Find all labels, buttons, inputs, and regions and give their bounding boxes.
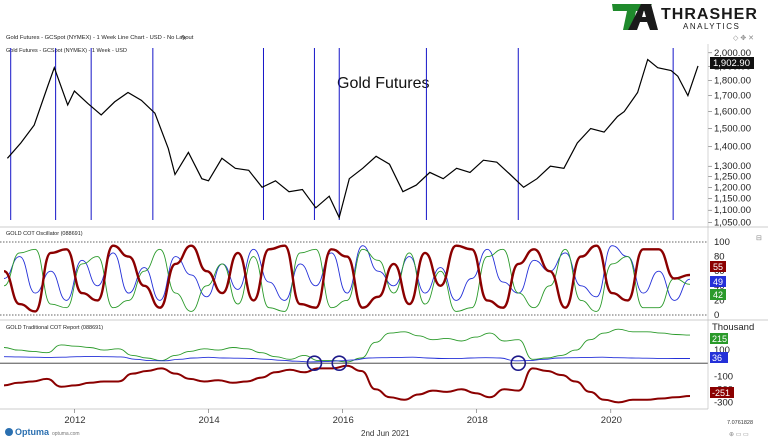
last-price-label: 1,902.90 bbox=[713, 58, 750, 69]
price-tick-label: 1,500.00 bbox=[714, 124, 751, 135]
price-tick-label: 1,600.00 bbox=[714, 107, 751, 118]
footer: Optuma optuma.com 2nd Jun 2021 7.0761828… bbox=[5, 420, 753, 438]
panel-expand-icon[interactable]: ⊟ bbox=[756, 235, 762, 242]
price-tick-label: 1,150.00 bbox=[714, 194, 751, 205]
footer-icons[interactable]: ⊕ ▭ ▭ bbox=[729, 432, 749, 438]
cot-last-label-large: 215 bbox=[712, 334, 727, 344]
osc-last-label-commercials: 55 bbox=[713, 262, 723, 272]
logo-mark-a bbox=[628, 4, 658, 30]
provider-sub: optuma.com bbox=[52, 431, 80, 437]
osc-series-large bbox=[3, 248, 691, 312]
osc-tick-label: 0 bbox=[714, 310, 719, 321]
price-legend: Gold Futures - GCSpot (NYMEX) - 1 Week -… bbox=[6, 48, 127, 54]
edit-icon[interactable]: ✎ bbox=[181, 35, 187, 42]
price-chart-title: Gold Futures bbox=[337, 75, 429, 92]
price-series-line bbox=[6, 58, 699, 220]
cot-tick-label: -100 bbox=[714, 371, 733, 382]
osc-tick-label: 20 bbox=[714, 295, 725, 306]
cot-series-large bbox=[3, 328, 691, 363]
chart-header-title: Gold Futures - GCSpot (NYMEX) - 1 Week L… bbox=[6, 35, 194, 41]
osc-last-label-small: 49 bbox=[713, 277, 723, 287]
price-panel: Gold Futures - GCSpot (NYMEX) - 1 Week -… bbox=[0, 44, 754, 228]
osc-last-badge-small bbox=[710, 276, 726, 287]
osc-last-badge-large bbox=[710, 289, 726, 300]
cot-last-label-commercials: -251 bbox=[712, 388, 730, 398]
last-price-badge bbox=[710, 57, 754, 69]
price-tick-label: 1,700.00 bbox=[714, 91, 751, 102]
osc-tick-label: 100 bbox=[714, 237, 730, 248]
cot-tick-label: -300 bbox=[714, 397, 733, 408]
oscillator-panel: GOLD COT Oscillator (088691) 02040608010… bbox=[0, 231, 762, 321]
price-tick-label: 1,100.00 bbox=[714, 205, 751, 216]
price-tick-label: 1,250.00 bbox=[714, 172, 751, 183]
price-tick-label: 1,050.00 bbox=[714, 217, 751, 228]
optuma-logo-icon bbox=[5, 428, 13, 436]
price-tick-label: 1,200.00 bbox=[714, 182, 751, 193]
brand-name: THRASHER bbox=[661, 6, 758, 23]
x-tick-label: 2020 bbox=[601, 415, 622, 426]
footer-date: 2nd Jun 2021 bbox=[361, 429, 410, 438]
osc-last-badge-commercials bbox=[710, 261, 726, 272]
oscillator-title: GOLD COT Oscillator (088691) bbox=[6, 231, 83, 237]
signal-circle bbox=[306, 355, 323, 371]
footer-right-value: 7.0761828 bbox=[727, 420, 753, 426]
cot-last-badge-small bbox=[710, 352, 728, 363]
price-tick-label: 2,000.00 bbox=[714, 48, 751, 59]
cot-last-badge-commercials bbox=[710, 387, 734, 398]
osc-tick-label: 80 bbox=[714, 252, 725, 263]
osc-last-label-large: 42 bbox=[713, 290, 723, 300]
signal-circle bbox=[331, 355, 348, 371]
cot-panel: GOLD Traditional COT Report (088691) Tho… bbox=[0, 322, 754, 408]
cot-tick-label: 100 bbox=[714, 345, 730, 356]
osc-series-commercials bbox=[3, 244, 691, 313]
cot-unit-label: Thousand bbox=[712, 322, 754, 333]
cot-last-label-small: 36 bbox=[712, 353, 722, 363]
cot-series-commercials bbox=[3, 364, 691, 404]
signal-circle bbox=[510, 355, 527, 371]
x-tick-label: 2018 bbox=[467, 415, 488, 426]
x-tick-label: 2012 bbox=[64, 415, 85, 426]
cot-last-badge-large bbox=[710, 333, 728, 344]
price-panel-bg bbox=[0, 44, 708, 226]
price-tick-label: 1,400.00 bbox=[714, 142, 751, 153]
brand-sub: ANALYTICS bbox=[683, 22, 740, 31]
x-tick-label: 2016 bbox=[333, 415, 354, 426]
x-tick-label: 2014 bbox=[198, 415, 219, 426]
osc-series-small bbox=[3, 245, 691, 301]
cot-title: GOLD Traditional COT Report (088691) bbox=[6, 325, 103, 331]
provider-name: Optuma bbox=[15, 427, 50, 437]
logo: THRASHER ANALYTICS bbox=[612, 4, 758, 31]
price-tick-label: 1,300.00 bbox=[714, 161, 751, 172]
price-tick-label: 1,800.00 bbox=[714, 76, 751, 87]
cot-series-small bbox=[3, 355, 690, 363]
window-controls-icon[interactable]: ◇ ✥ ✕ bbox=[733, 34, 754, 42]
